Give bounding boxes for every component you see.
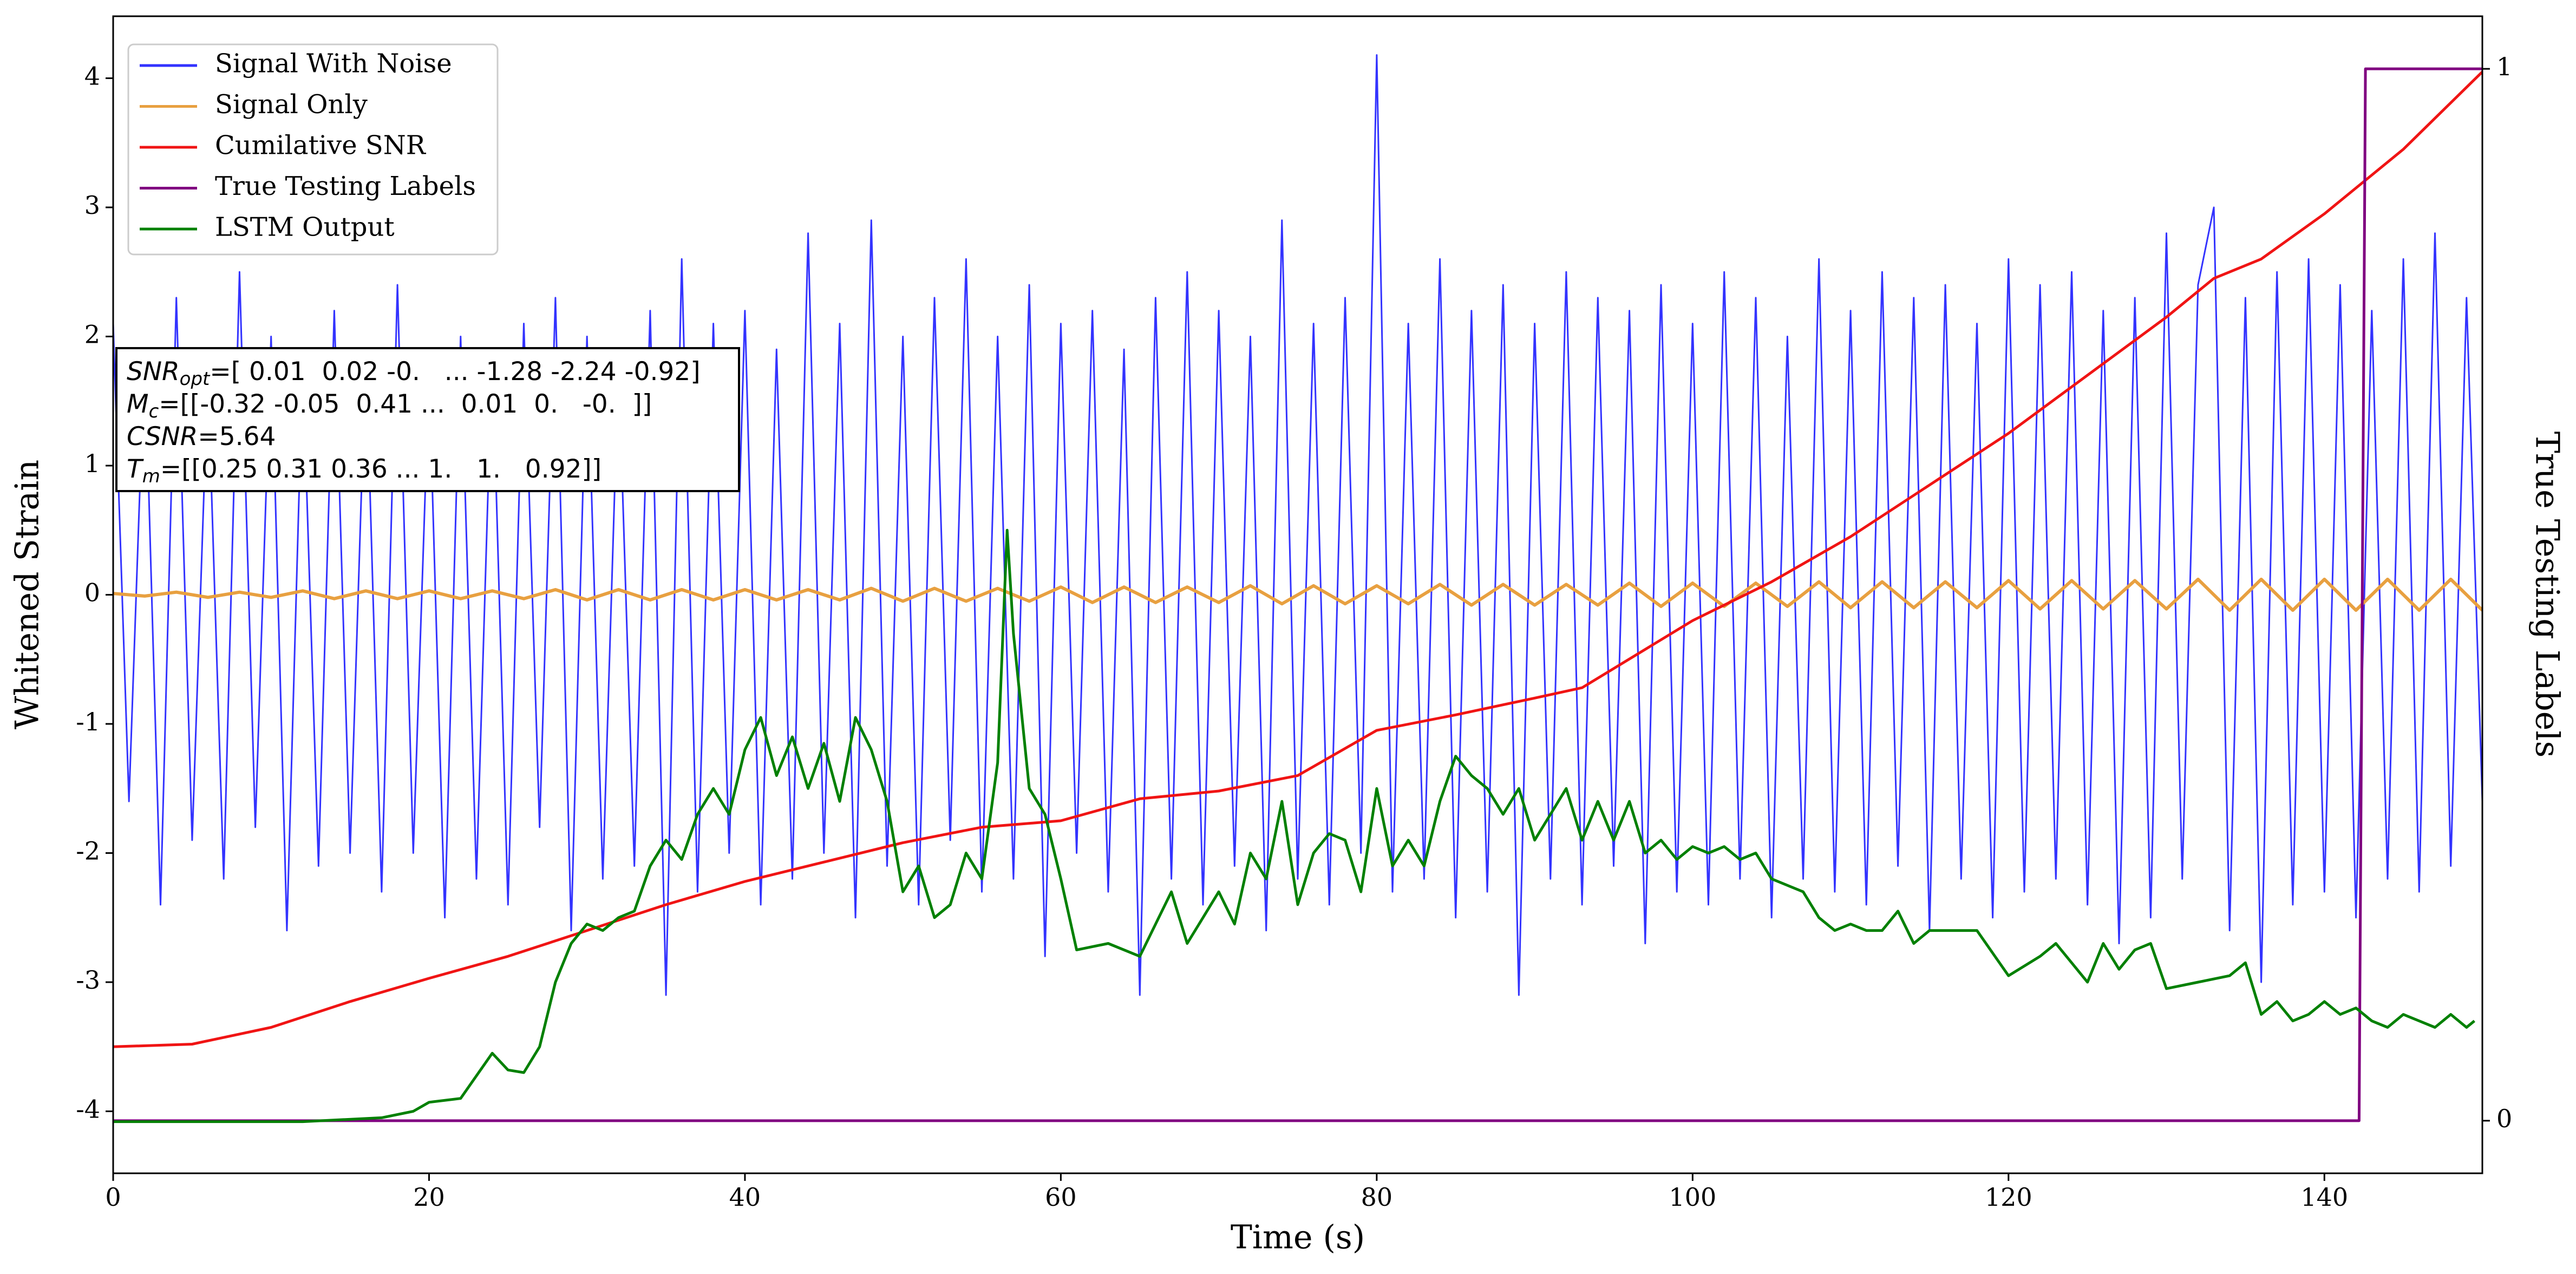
- series-line: [113, 528, 2475, 1123]
- annotation-subscript: opt: [180, 368, 211, 390]
- annotation-symbol: M: [127, 389, 149, 419]
- series-line: [113, 54, 2482, 996]
- y2-tick-label: 0: [2496, 1104, 2512, 1133]
- y-axis-label: Whitened Strain: [9, 460, 47, 729]
- y2-tick-label: 1: [2496, 52, 2512, 81]
- series-line: [113, 70, 2482, 1048]
- annotation-line: Tm=[[0.25 0.31 0.36 ... 1. 1. 0.92]]: [127, 454, 601, 487]
- annotation-line: SNRopt=[ 0.01 0.02 -0. ... -1.28 -2.24 -…: [127, 357, 701, 390]
- annotation-line: Mc=[[-0.32 -0.05 0.41 ... 0.01 0. -0. ]]: [127, 389, 652, 422]
- series-line: [113, 67, 2482, 1122]
- annotation-text: =5.64: [198, 422, 276, 452]
- y-tick-label: -2: [76, 837, 100, 866]
- annotation-line: CSNR=5.64: [127, 422, 276, 452]
- x-tick-label: 80: [1361, 1182, 1393, 1212]
- y2-axis-label: True Testing Labels: [2528, 432, 2566, 758]
- legend-box: [127, 43, 499, 256]
- x-tick-label: 100: [1669, 1182, 1716, 1212]
- annotation-box: [115, 347, 740, 492]
- y-tick-label: 4: [84, 61, 100, 90]
- annotation-symbol: SNR: [127, 357, 180, 387]
- plot-area: [113, 54, 2482, 1123]
- annotation-subscript: c: [149, 401, 159, 422]
- y-tick-label: 0: [84, 578, 100, 607]
- legend-label: Signal Only: [215, 89, 368, 120]
- annotation-subscript: m: [142, 466, 160, 487]
- x-tick-label: 120: [1985, 1182, 2032, 1212]
- x-tick-label: 0: [105, 1182, 121, 1212]
- legend-label: Signal With Noise: [215, 49, 452, 79]
- y-tick-label: -3: [76, 965, 100, 995]
- annotation-text: =[[0.25 0.31 0.36 ... 1. 1. 0.92]]: [160, 454, 601, 484]
- annotation-text: =[ 0.01 0.02 -0. ... -1.28 -2.24 -0.92]: [210, 357, 700, 387]
- series-line: [113, 577, 2482, 612]
- x-axis-label: Time (s): [1231, 1219, 1365, 1257]
- x-tick-label: 20: [413, 1182, 445, 1212]
- x-tick-label: 140: [2300, 1182, 2348, 1212]
- legend-label: LSTM Output: [215, 212, 395, 243]
- annotation-symbol: T: [127, 454, 144, 484]
- y-tick-label: -4: [76, 1095, 100, 1124]
- y-tick-label: 1: [84, 449, 100, 478]
- x-tick-label: 40: [729, 1182, 761, 1212]
- annotation: SNRopt=[ 0.01 0.02 -0. ... -1.28 -2.24 -…: [115, 347, 740, 492]
- legend: Signal With Noise Signal Only Cumilative S…: [127, 43, 499, 256]
- x-tick-label: 60: [1045, 1182, 1077, 1212]
- legend-label: True Testing Labels: [215, 171, 476, 201]
- legend-label: Cumilative SNR: [215, 130, 427, 161]
- annotation-text: =[[-0.32 -0.05 0.41 ... 0.01 0. -0. ]]: [159, 389, 652, 419]
- y-tick-label: 3: [84, 191, 100, 220]
- y-tick-label: 2: [84, 319, 100, 349]
- y-tick-label: -1: [76, 707, 100, 736]
- annotation-symbol: CSNR: [127, 422, 198, 452]
